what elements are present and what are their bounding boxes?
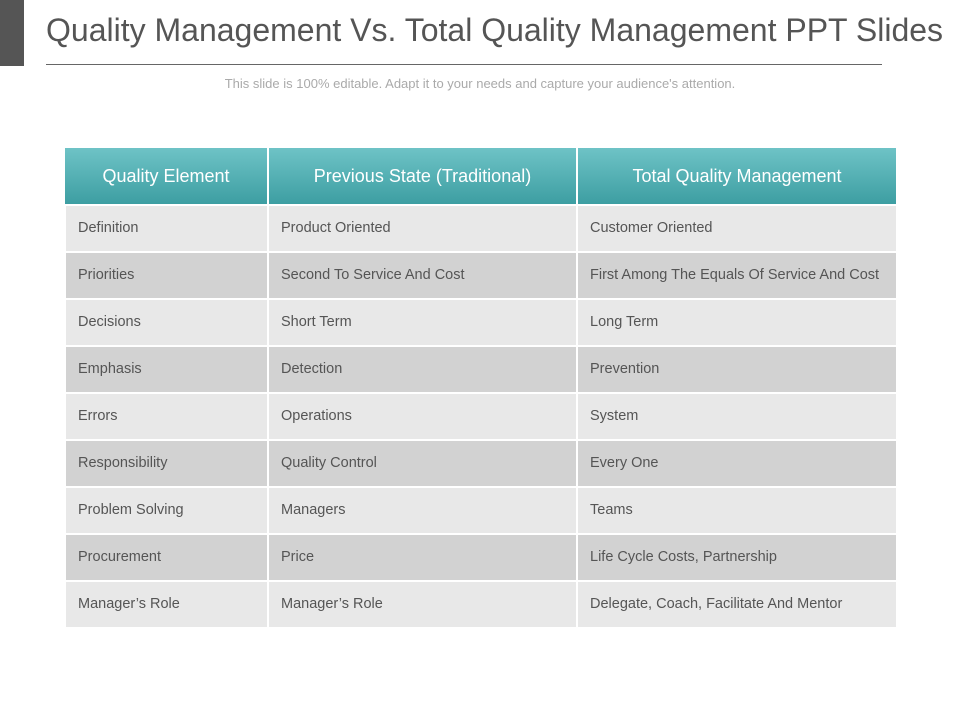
table-cell: Manager’s Role (267, 580, 578, 629)
header-row: Quality Element Previous State (Tradition… (65, 148, 898, 205)
table-cell: Customer Oriented (576, 204, 898, 253)
table-row: Definition Product Oriented Customer Orien… (64, 204, 898, 253)
table-cell: Priorities (64, 251, 269, 300)
table-cell: Quality Control (267, 439, 578, 488)
table-cell: Detection (267, 345, 578, 394)
table-row: Emphasis Detection Prevention (64, 345, 898, 394)
table-cell: Product Oriented (267, 204, 578, 253)
table-cell: Problem Solving (64, 486, 269, 535)
table-cell: Manager’s Role (64, 580, 269, 629)
table-cell: Definition (64, 204, 269, 253)
table-cell: Prevention (576, 345, 898, 394)
column-header: Total Quality Management (577, 148, 898, 205)
column-header: Previous State (Traditional) (268, 148, 578, 205)
table-row: Decisions Short Term Long Term (64, 298, 898, 347)
table-cell: Long Term (576, 298, 898, 347)
table-cell: Delegate, Coach, Facilitate And Mentor (576, 580, 898, 629)
table-row: Manager’s Role Manager’s Role Delegate, Co… (64, 580, 898, 629)
subtitle: This slide is 100% editable. Adapt it to… (224, 76, 736, 91)
table-cell: Operations (267, 392, 578, 441)
accent-bar (0, 0, 24, 66)
table-cell: First Among The Equals Of Service And Co… (576, 251, 898, 300)
table-cell: Teams (576, 486, 898, 535)
title-rule (46, 64, 882, 65)
table-cell: System (576, 392, 898, 441)
table-cell: Life Cycle Costs, Partnership (576, 533, 898, 582)
table-row: Problem Solving Managers Teams (64, 486, 898, 535)
table-body: Definition Product Oriented Customer Orien… (64, 204, 898, 629)
table-cell: Price (267, 533, 578, 582)
table-cell: Short Term (267, 298, 578, 347)
table-row: Responsibility Quality Control Every One (64, 439, 898, 488)
table-row: Errors Operations System (64, 392, 898, 441)
table-cell: Emphasis (64, 345, 269, 394)
table-row: Procurement Price Life Cycle Costs, Partne… (64, 533, 898, 582)
table-cell: Errors (64, 392, 269, 441)
title: Quality Management Vs. Total Quality Man… (46, 12, 944, 48)
table-cell: Procurement (64, 533, 269, 582)
table-cell: Managers (267, 486, 578, 535)
table-row: Priorities Second To Service And Cost Firs… (64, 251, 898, 300)
table-cell: Decisions (64, 298, 269, 347)
table-cell: Every One (576, 439, 898, 488)
table-cell: Second To Service And Cost (267, 251, 578, 300)
table-cell: Responsibility (64, 439, 269, 488)
column-header: Quality Element (65, 148, 269, 205)
comparison-table: Quality Element Previous State (Tradition… (64, 148, 898, 629)
